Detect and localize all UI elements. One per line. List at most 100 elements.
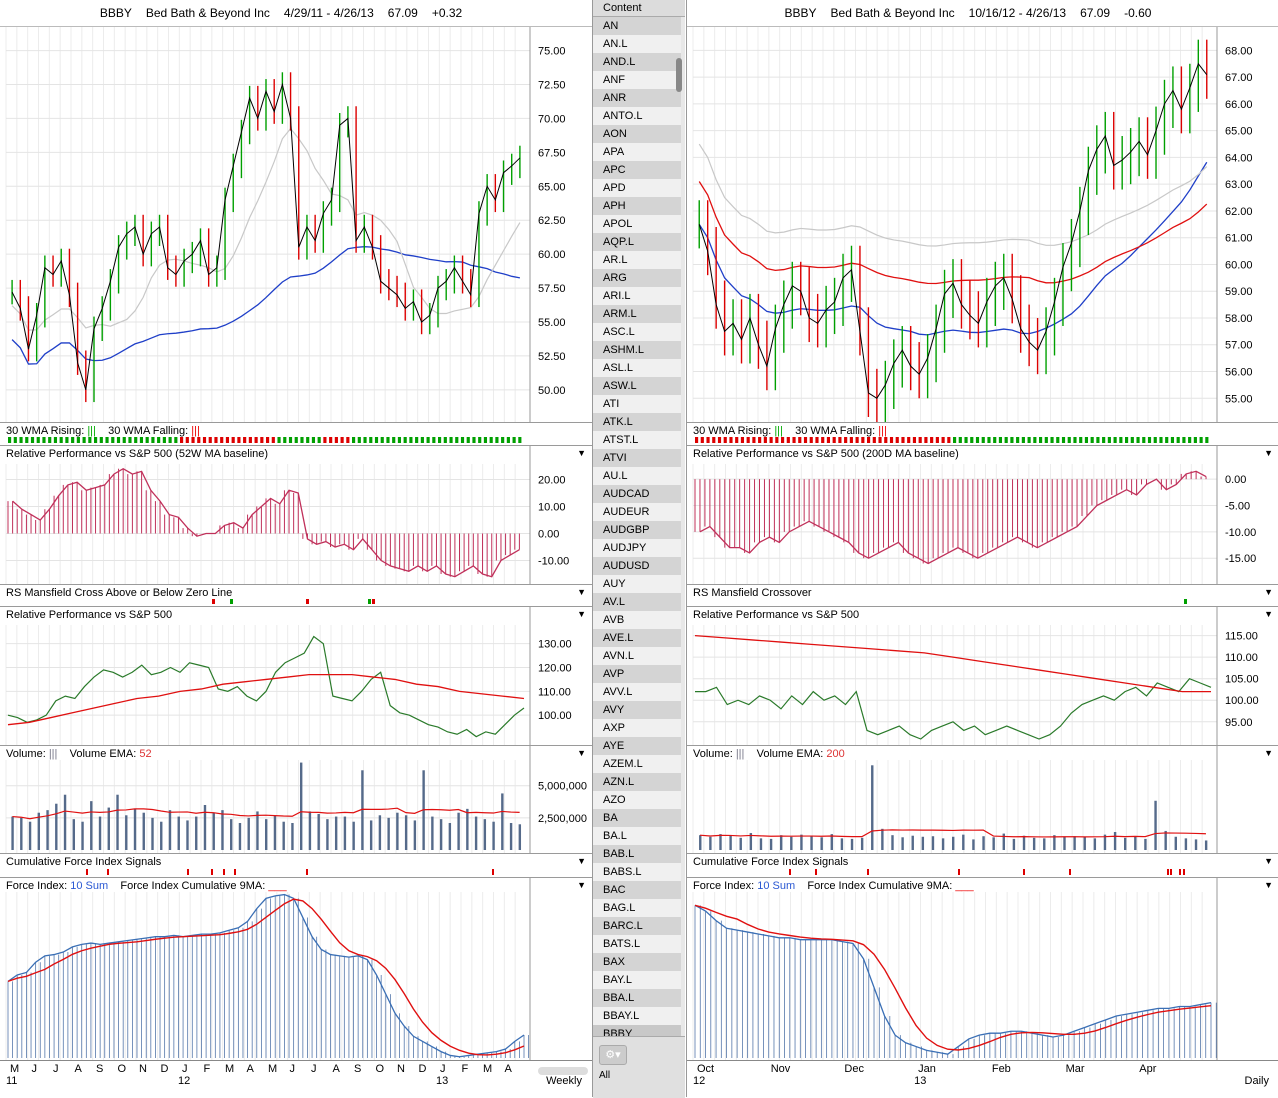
- symbol-list-item[interactable]: ARI.L: [593, 287, 681, 305]
- symbol-list-item[interactable]: BAC: [593, 881, 681, 899]
- symbol-list-item[interactable]: BA.L: [593, 827, 681, 845]
- pane-menu-icon[interactable]: ▼: [577, 448, 586, 458]
- symbol-list-item[interactable]: ASL.L: [593, 359, 681, 377]
- volume-bar: [901, 837, 904, 850]
- symbol-list-item[interactable]: AUY: [593, 575, 681, 593]
- symbol-list-item[interactable]: AYE: [593, 737, 681, 755]
- filter-label[interactable]: All: [599, 1070, 611, 1081]
- volume-pane[interactable]: 5,000,000 2,500,000 Volume: ||| Volume EM…: [0, 746, 592, 854]
- symbol-list-item[interactable]: BBAY.L: [593, 1007, 681, 1025]
- symbol-list-item[interactable]: AON: [593, 125, 681, 143]
- symbol-list-item[interactable]: APD: [593, 179, 681, 197]
- wma-tick: [1125, 437, 1129, 443]
- pane-menu-icon[interactable]: ▼: [577, 587, 586, 597]
- symbol-list-item[interactable]: APH: [593, 197, 681, 215]
- price-pane[interactable]: 75.00 72.50 70.00 67.50 65.00 62.50 60.00 57.50…: [0, 27, 592, 423]
- symbol-list-item[interactable]: BATS.L: [593, 935, 681, 953]
- symbol-list-item[interactable]: AUDEUR: [593, 503, 681, 521]
- symbol-list-item[interactable]: ARM.L: [593, 305, 681, 323]
- symbol-list-item[interactable]: AN: [593, 17, 681, 35]
- symbol-list-item[interactable]: APA: [593, 143, 681, 161]
- symbol-list-item[interactable]: ANTO.L: [593, 107, 681, 125]
- symbol-list-item[interactable]: AND.L: [593, 53, 681, 71]
- symbol-list-item[interactable]: AZN.L: [593, 773, 681, 791]
- symbol-list-item[interactable]: BAG.L: [593, 899, 681, 917]
- pane-menu-icon[interactable]: ▼: [1264, 587, 1273, 597]
- symbol-list-item[interactable]: APC: [593, 161, 681, 179]
- symbol-list-item[interactable]: ATI: [593, 395, 681, 413]
- period-selector[interactable]: Weekly: [546, 1075, 582, 1087]
- symbol-list-item[interactable]: AVV.L: [593, 683, 681, 701]
- symbol-list-item[interactable]: AVB: [593, 611, 681, 629]
- symbol-list-item[interactable]: ATK.L: [593, 413, 681, 431]
- symbol-list-item[interactable]: AN.L: [593, 35, 681, 53]
- volume-bar: [474, 816, 478, 850]
- symbol-list-item[interactable]: AVE.L: [593, 629, 681, 647]
- symbol-list-item[interactable]: AV.L: [593, 593, 681, 611]
- pane-menu-icon[interactable]: ▼: [577, 880, 586, 890]
- symbol-list-item[interactable]: AUDGBP: [593, 521, 681, 539]
- pane-menu-icon[interactable]: ▼: [1264, 609, 1273, 619]
- symbol-list-item[interactable]: ANR: [593, 89, 681, 107]
- pane-menu-icon[interactable]: ▼: [577, 609, 586, 619]
- symbol-list-item[interactable]: AU.L: [593, 467, 681, 485]
- symbol-list-item[interactable]: AVY: [593, 701, 681, 719]
- symbol-list-item[interactable]: BARC.L: [593, 917, 681, 935]
- force-index-pane[interactable]: 400,000K375,000K350,000K325,000K Force I…: [687, 878, 1278, 1060]
- gear-icon[interactable]: ⚙▾: [599, 1045, 627, 1065]
- vertical-scrollbar[interactable]: [676, 58, 682, 92]
- symbol-list-item[interactable]: AZO: [593, 791, 681, 809]
- horizontal-scrollbar[interactable]: [538, 1067, 588, 1075]
- pane-menu-icon[interactable]: ▼: [1264, 748, 1273, 758]
- symbol-list-item[interactable]: BBA.L: [593, 989, 681, 1007]
- relative-performance-pane[interactable]: 0.00 -5.00 -10.00 -15.00 Relative Performan…: [687, 446, 1278, 585]
- symbol-list-item[interactable]: BABS.L: [593, 863, 681, 881]
- pane-menu-icon[interactable]: ▼: [577, 856, 586, 866]
- pane-menu-icon[interactable]: ▼: [1264, 856, 1273, 866]
- symbol-list-item[interactable]: AUDUSD: [593, 557, 681, 575]
- relative-performance-pane[interactable]: 20.00 10.00 0.00 -10.00 Relative Performanc…: [0, 446, 592, 585]
- wma-falling-label: 30 WMA Falling:: [795, 425, 876, 437]
- symbol-list-item[interactable]: ASW.L: [593, 377, 681, 395]
- symbol-list-item[interactable]: ASHM.L: [593, 341, 681, 359]
- pane-menu-icon[interactable]: ▼: [577, 748, 586, 758]
- symbol-list-item[interactable]: BAX: [593, 953, 681, 971]
- relative-performance-line-pane[interactable]: 115.00 110.00 105.00 100.00 95.00 Relative P…: [687, 607, 1278, 746]
- symbol-list-item[interactable]: ATST.L: [593, 431, 681, 449]
- symbol-list-item[interactable]: ASC.L: [593, 323, 681, 341]
- price-change: +0.32: [431, 6, 463, 20]
- symbol-list-item[interactable]: ANF: [593, 71, 681, 89]
- symbol-label: BBBY: [99, 6, 132, 20]
- symbol-list-item[interactable]: AXP: [593, 719, 681, 737]
- symbol-list-item[interactable]: AVN.L: [593, 647, 681, 665]
- volume-pane[interactable]: 15,000K10,000K5,000K Volume: ||| Volume …: [687, 746, 1278, 854]
- symbol-list-item[interactable]: BAB.L: [593, 845, 681, 863]
- pane-menu-icon[interactable]: ▼: [1264, 880, 1273, 890]
- symbol-list-item[interactable]: ARG: [593, 269, 681, 287]
- x-tick-label: Mar: [1065, 1063, 1085, 1075]
- wma-tick: [884, 437, 888, 443]
- symbol-list-item[interactable]: BA: [593, 809, 681, 827]
- symbol-list-item[interactable]: AR.L: [593, 251, 681, 269]
- volume-bar: [719, 834, 722, 850]
- symbol-list-item[interactable]: APOL: [593, 215, 681, 233]
- symbol-list-item[interactable]: AQP.L: [593, 233, 681, 251]
- y-tick-label: 0.00: [1225, 474, 1246, 486]
- relative-performance-line-pane[interactable]: 130.00 120.00 110.00 100.00 Relative Perfor…: [0, 607, 592, 746]
- symbol-list-item[interactable]: AVP: [593, 665, 681, 683]
- period-selector[interactable]: Daily: [1244, 1075, 1269, 1087]
- volume-bar: [820, 837, 823, 850]
- symbol-list-item[interactable]: ATVI: [593, 449, 681, 467]
- symbol-list-item[interactable]: AZEM.L: [593, 755, 681, 773]
- pane-menu-icon[interactable]: ▼: [1264, 448, 1273, 458]
- symbol-list[interactable]: Content AN AN.L AND.L ANF ANR ANTO.L AON APA APC…: [593, 0, 685, 1098]
- symbol-list-item[interactable]: AUDCAD: [593, 485, 681, 503]
- date-range: 10/16/12 - 4/26/13: [968, 6, 1067, 20]
- volume-bar: [1134, 836, 1137, 850]
- price-pane[interactable]: 68.00 67.00 66.00 65.00 64.00 63.00 62.00 61.00…: [687, 27, 1278, 423]
- symbol-list-item[interactable]: AUDJPY: [593, 539, 681, 557]
- force-index-pane[interactable]: 225,000K200,000K175,000K150,000K125,000K…: [0, 878, 592, 1060]
- symbol-list-item[interactable]: BAY.L: [593, 971, 681, 989]
- pane-title: Relative Performance vs S&P 500: [6, 609, 173, 621]
- wma-tick: [786, 437, 790, 443]
